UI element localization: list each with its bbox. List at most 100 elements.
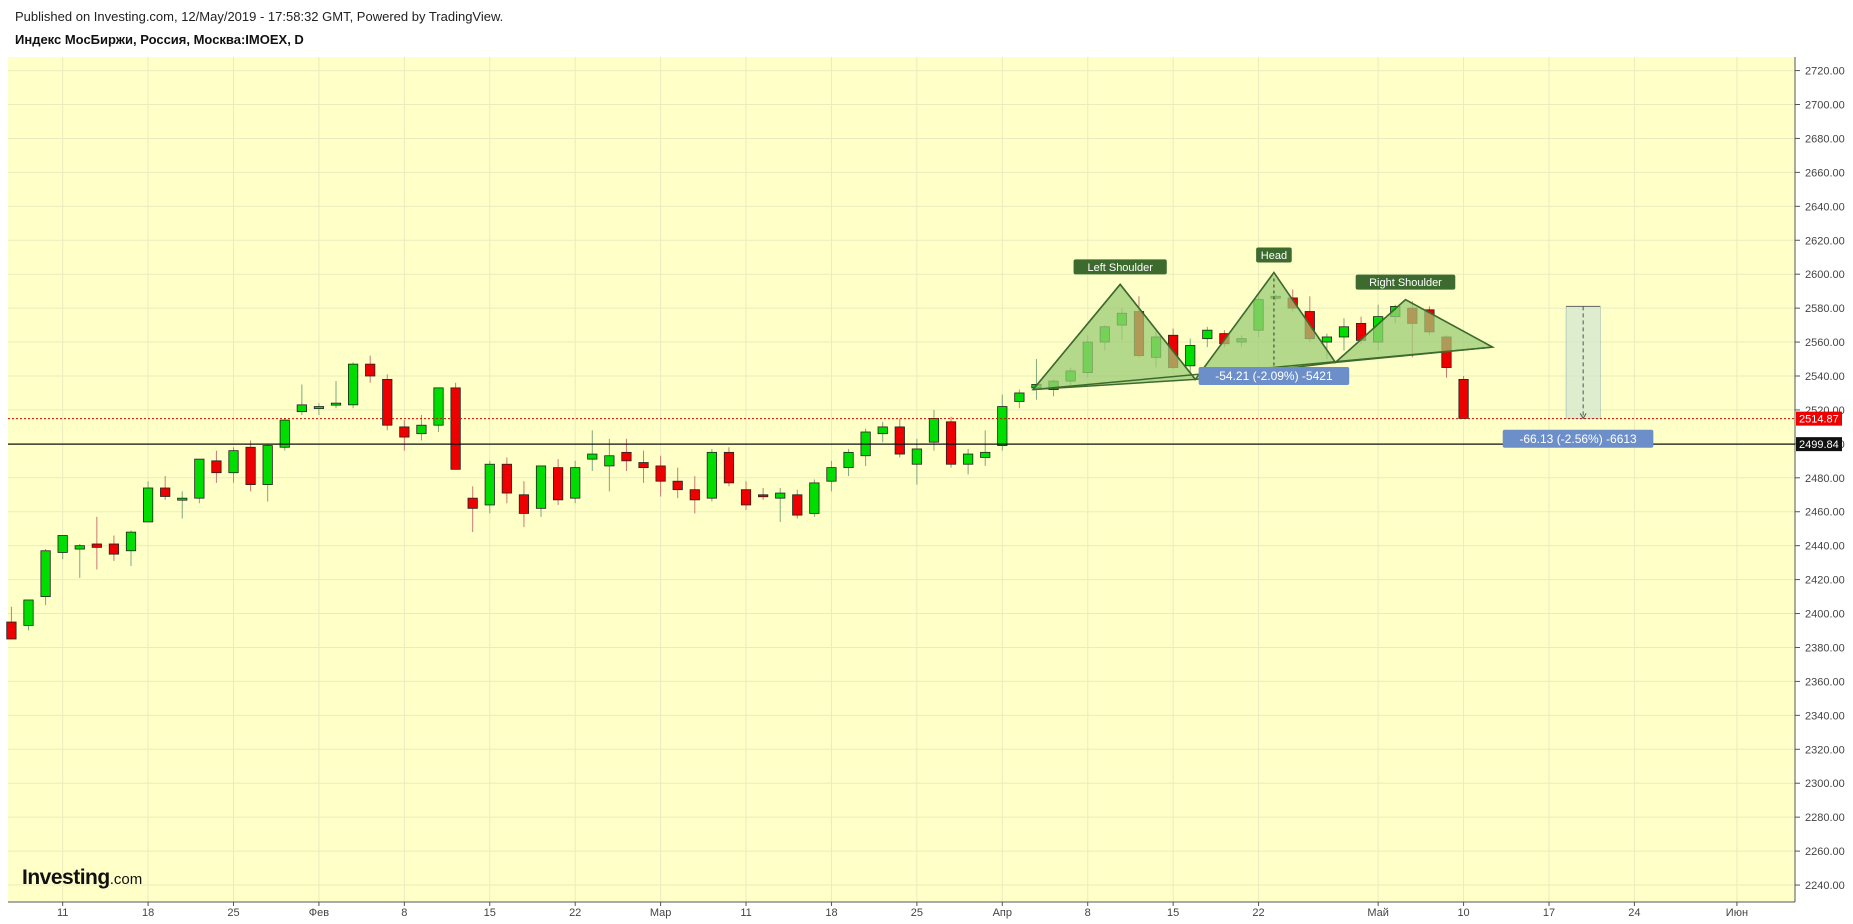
y-tick-label: 2420.00: [1805, 575, 1845, 587]
pattern-label: Right Shoulder: [1355, 274, 1456, 290]
x-tick-label: Фев: [309, 907, 329, 919]
candle: [57, 535, 68, 560]
pattern-outline: [1032, 271, 1493, 391]
candle: [689, 476, 700, 514]
x-tick-label: 11: [740, 907, 751, 919]
candle: [348, 362, 359, 409]
candle-body: [57, 535, 68, 553]
price-tag-text: 2514.87: [1799, 414, 1839, 426]
candle: [1338, 318, 1350, 351]
candle: [809, 479, 820, 517]
plot-area: [8, 57, 1795, 902]
x-tick-label: 11: [57, 907, 68, 919]
candle: [228, 447, 239, 483]
projection-arrow-head: [1579, 413, 1587, 420]
y-tick-label: 2480.00: [1805, 473, 1845, 485]
candle: [501, 457, 512, 504]
x-tick-label: 22: [1252, 907, 1264, 919]
candle: [450, 382, 461, 470]
price-tag-bg: [1796, 437, 1842, 452]
candle-body: [723, 451, 735, 484]
candle-body: [399, 426, 410, 438]
candle: [826, 460, 837, 492]
measure-label-text: -54.21 (-2.09%) -5421: [1215, 369, 1333, 383]
y-tick-label: 2340.00: [1805, 710, 1845, 722]
candle-body: [501, 463, 512, 494]
candle: [877, 421, 888, 443]
x-tick-label: Июн: [1726, 907, 1748, 919]
y-tick-label: 2540.00: [1805, 371, 1845, 383]
candle-body: [484, 463, 495, 506]
candle-body: [142, 487, 154, 523]
head-shoulders-pattern: Left Shoulder Head Right Shoulder: [1031, 247, 1496, 391]
candle: [177, 491, 188, 519]
pattern-label-bg: [1355, 274, 1456, 290]
candle-body: [382, 378, 393, 426]
x-tick-label: 15: [1167, 907, 1179, 919]
candle-body: [758, 494, 769, 498]
y-tick-label: 2260.00: [1805, 846, 1845, 858]
candle: [125, 530, 137, 567]
candle-body: [228, 450, 239, 474]
candle: [382, 374, 393, 431]
last-price-tag: 2514.87: [1796, 411, 1842, 426]
candle: [1014, 389, 1025, 409]
candle: [723, 447, 735, 487]
x-tick-label: Май: [1367, 907, 1389, 919]
candle-body: [655, 465, 666, 482]
y-tick-label: 2640.00: [1805, 201, 1845, 213]
candle: [467, 486, 478, 533]
candle-body: [928, 418, 940, 443]
y-tick-label: 2600.00: [1805, 269, 1845, 281]
x-tick-label: 25: [911, 907, 923, 919]
pattern-label-bg: [1073, 259, 1167, 275]
candle-body: [348, 363, 359, 406]
candle: [399, 420, 410, 451]
candle: [963, 448, 974, 475]
published-info: Published on Investing.com, 12/May/2019 …: [15, 9, 504, 24]
y-tick-label: 2380.00: [1805, 642, 1845, 654]
x-tick-label: 10: [1457, 907, 1469, 919]
price-tag-bg: [1796, 411, 1842, 426]
candle: [330, 381, 342, 409]
candle-body: [945, 421, 957, 465]
candle: [279, 418, 290, 451]
x-tick-label: 15: [484, 907, 496, 919]
candle: [1458, 375, 1469, 419]
y-tick-label: 2460.00: [1805, 507, 1845, 519]
pattern-label: Left Shoulder: [1073, 259, 1167, 275]
candle-body: [775, 492, 786, 499]
candle: [655, 455, 666, 497]
x-tick-label: 22: [569, 907, 581, 919]
candle-body: [108, 543, 120, 555]
candle-body: [313, 406, 325, 409]
candle: [1202, 326, 1213, 348]
candle: [758, 487, 769, 500]
pattern-label-text: Left Shoulder: [1087, 262, 1153, 274]
measure-label: -66.13 (-2.56%) -6613: [1502, 429, 1654, 448]
candle-body: [894, 426, 905, 455]
pattern-label-text: Head: [1261, 250, 1287, 262]
candle-body: [23, 599, 34, 626]
candle: [365, 355, 376, 383]
candle-body: [1338, 326, 1350, 338]
y-tick-label: 2700.00: [1805, 100, 1845, 112]
candle-body: [416, 424, 427, 435]
investing-logo: Investing.com: [22, 866, 142, 890]
candle: [894, 418, 905, 458]
y-tick-label: 2620.00: [1805, 235, 1845, 247]
logo-brand: Investing: [22, 866, 110, 889]
candle: [792, 489, 803, 519]
y-tick-label: 2720.00: [1805, 66, 1845, 78]
candle-body: [160, 487, 171, 497]
grid: [8, 57, 1795, 902]
candle-body: [997, 406, 1008, 446]
candle-body: [1458, 378, 1469, 419]
candle: [843, 448, 854, 477]
measure-label-bg: [1198, 366, 1350, 385]
candle: [296, 384, 307, 416]
candle-body: [706, 451, 717, 499]
price-axis-bg: [1796, 57, 1853, 902]
candle-body: [518, 494, 530, 514]
